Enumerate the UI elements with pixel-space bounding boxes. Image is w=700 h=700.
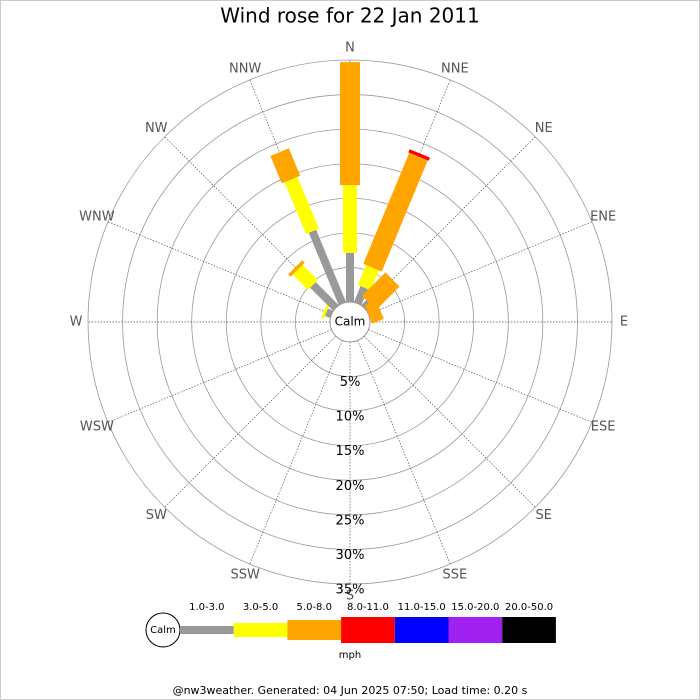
direction-label: SSW	[230, 568, 260, 583]
wind-bar	[346, 252, 354, 302]
ring-label: 20%	[336, 479, 365, 494]
footer: @nw3weather. Generated: 04 Jun 2025 07:5…	[173, 684, 528, 697]
wind-bar	[353, 286, 368, 306]
spoke	[107, 221, 332, 315]
direction-label: SSE	[442, 568, 467, 583]
wind-bar	[343, 185, 357, 253]
direction-label: WNW	[79, 210, 115, 225]
wind-bar	[357, 265, 379, 291]
direction-label: S	[346, 589, 354, 604]
direction-label: SE	[536, 508, 552, 523]
legend-unit: mph	[339, 650, 361, 661]
direction-label: E	[620, 315, 628, 330]
direction-label: WSW	[80, 419, 114, 434]
wind-bar	[288, 260, 305, 277]
wind-bar	[408, 149, 430, 161]
legend-label: 8.0-11.0	[347, 602, 389, 613]
legend-label: 11.0-15.0	[398, 602, 446, 613]
ring-label: 35%	[336, 583, 365, 598]
spoke	[249, 340, 343, 565]
legend-swatch	[448, 617, 503, 643]
legend-label: 5.0-8.0	[297, 602, 332, 613]
ring-label: 25%	[336, 513, 365, 528]
direction-label: NNW	[229, 61, 261, 76]
calm-label: Calm	[335, 315, 366, 329]
wind-bar	[292, 264, 318, 290]
ring-label: 10%	[336, 410, 365, 425]
legend-label: 20.0-50.0	[505, 602, 553, 613]
legend-label: 15.0-20.0	[451, 602, 499, 613]
legend-calm-label: Calm	[150, 625, 176, 636]
spoke	[357, 340, 451, 565]
grid-ring	[87, 59, 613, 585]
wind-bar	[284, 176, 319, 235]
legend-swatch	[180, 626, 234, 634]
direction-label: SW	[146, 508, 167, 523]
chart-title: Wind rose for 22 Jan 2011	[220, 4, 479, 28]
legend-swatch	[341, 617, 395, 643]
wind-bar	[308, 229, 347, 306]
spoke	[107, 329, 332, 423]
legend-label: 1.0-3.0	[189, 602, 224, 613]
direction-label: NE	[535, 121, 553, 136]
wind-bar	[310, 282, 339, 311]
legend-swatch	[233, 623, 288, 637]
direction-label: N	[345, 41, 355, 56]
wind-bar	[363, 152, 428, 272]
direction-label: NW	[145, 121, 168, 136]
legend-swatch	[502, 617, 556, 643]
ring-label: 15%	[336, 444, 365, 459]
wind-bar	[324, 308, 334, 319]
direction-label: NNE	[441, 61, 469, 76]
ring-label: 30%	[336, 548, 365, 563]
direction-label: ESE	[591, 419, 616, 434]
direction-label: W	[70, 315, 83, 330]
ring-label: 5%	[340, 375, 361, 390]
legend-swatch	[287, 620, 342, 640]
wind-bar	[270, 148, 301, 184]
direction-label: ENE	[590, 210, 616, 225]
spoke	[164, 335, 337, 508]
wind-bar	[364, 300, 384, 324]
spoke	[368, 221, 593, 315]
legend-label: 3.0-5.0	[243, 602, 278, 613]
wind-bar	[361, 272, 400, 311]
spoke	[368, 329, 593, 423]
wind-bar	[340, 62, 360, 186]
spoke	[363, 136, 536, 309]
spoke	[363, 335, 536, 508]
wind-bar	[321, 304, 330, 319]
legend-swatch	[394, 617, 449, 643]
